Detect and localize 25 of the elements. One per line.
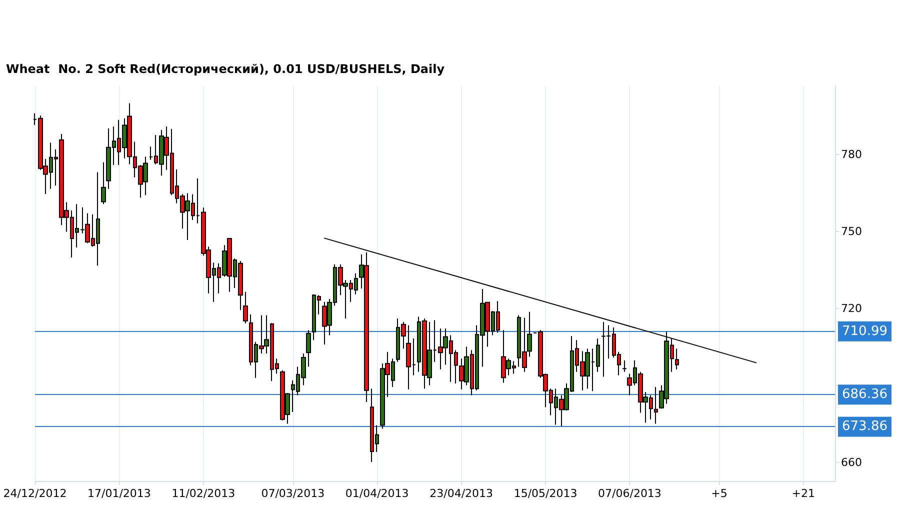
ref-line-label: 710.99 [842,324,888,339]
x-tick-label: 15/05/2013 [514,487,578,500]
candlestick [622,360,627,372]
x-tick-label: 01/04/2013 [345,487,409,500]
ref-line-label: 686.36 [842,387,888,402]
x-tick-label: 11/02/2013 [172,487,236,500]
y-tick-label: 750 [841,224,862,238]
candlestick [527,311,532,358]
x-tick-label: 07/06/2013 [598,487,662,500]
ref-line-label: 673.86 [842,419,888,434]
x-tick-label: +5 [711,487,728,500]
x-tick-label: 24/12/2012 [3,487,67,500]
candlestick [675,348,679,370]
x-tick-label: +21 [792,487,816,500]
candlestick [101,162,106,205]
y-tick-label: 720 [841,302,862,315]
x-tick-label: 07/03/2013 [261,487,325,500]
chart-title: Wheat No. 2 Soft Red(Исторический), 0.01 USD/BUSHELS, Daily [6,62,445,76]
x-tick-label: 17/01/2013 [88,487,151,500]
x-tick-label: 23/04/2013 [430,487,494,500]
candlestick [243,291,248,324]
candlestick [654,386,658,424]
y-tick-label: 660 [841,456,862,469]
candlestick [306,330,311,368]
y-tick-label: 780 [841,148,862,161]
